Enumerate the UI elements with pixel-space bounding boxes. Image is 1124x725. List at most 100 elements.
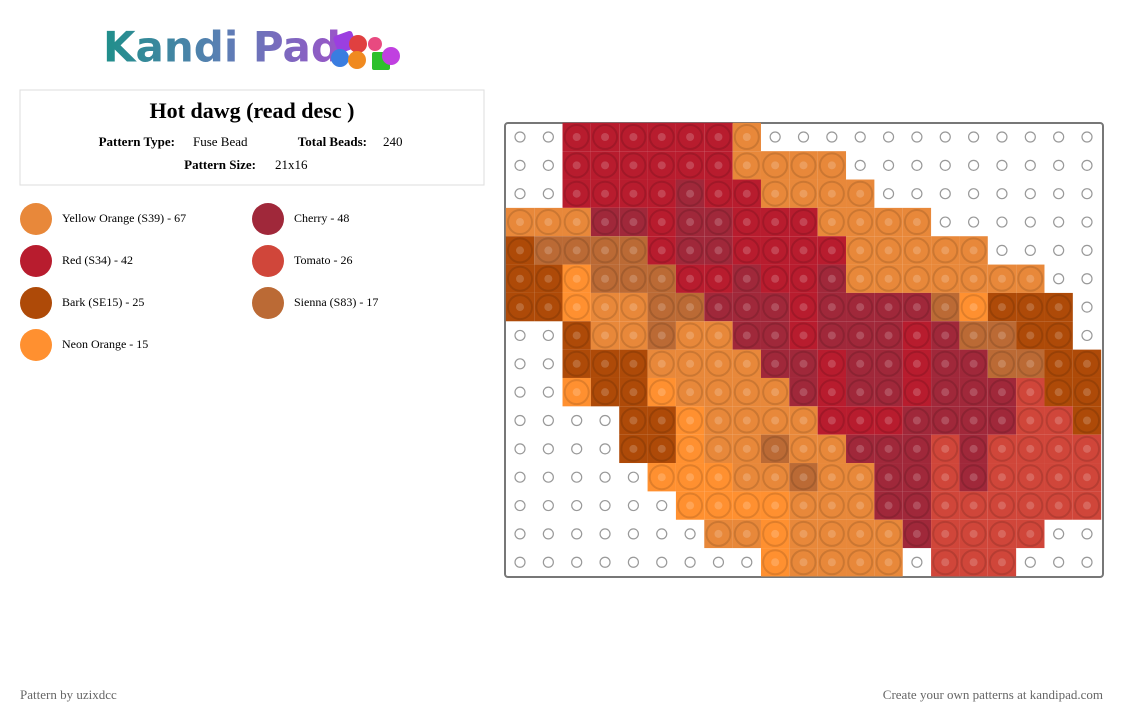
bead-ring: [932, 237, 959, 264]
bead-ring: [733, 237, 760, 264]
bead-ring: [648, 152, 675, 179]
bead-hole: [544, 246, 553, 255]
footer-link[interactable]: Create your own patterns at kandipad.com: [883, 687, 1103, 702]
bead-hole: [1026, 303, 1035, 312]
bead-hole: [827, 529, 836, 538]
bead-ring: [620, 407, 647, 434]
bead-hole: [884, 444, 893, 453]
bead-ring: [705, 265, 732, 292]
bead-ring: [507, 237, 533, 264]
empty-peg: [1024, 159, 1036, 171]
bead-hole: [657, 359, 666, 368]
bead-hole: [771, 444, 780, 453]
legend-swatch: [20, 329, 52, 361]
bead-hole: [856, 416, 865, 425]
bead-hole: [629, 189, 638, 198]
pattern-title: Hot dawg (read desc ): [150, 98, 355, 123]
bead-ring: [932, 379, 959, 406]
bead-hole: [1083, 444, 1091, 453]
empty-peg: [1053, 556, 1065, 568]
bead-ring: [1017, 435, 1044, 462]
bead-ring: [988, 464, 1015, 491]
empty-peg: [656, 556, 668, 568]
empty-peg: [514, 499, 526, 512]
bead-ring: [903, 407, 930, 434]
bead-ring: [733, 152, 760, 179]
bead-hole: [884, 558, 893, 567]
bead-ring: [1045, 435, 1072, 462]
logo[interactable]: Kandi Pad: [103, 23, 341, 72]
bead-ring: [790, 379, 817, 406]
bead-hole: [544, 303, 553, 312]
bead-hole: [856, 189, 865, 198]
bead-hole: [629, 444, 638, 453]
bead-ring: [903, 265, 930, 292]
bead-hole: [657, 444, 666, 453]
empty-peg: [1024, 188, 1036, 200]
empty-peg: [684, 556, 696, 568]
bead-ring: [932, 265, 959, 292]
bead-hole: [572, 161, 581, 170]
bead-ring: [563, 124, 590, 150]
bead-hole: [941, 359, 950, 368]
bead-ring: [847, 350, 874, 377]
bead-hole: [997, 416, 1006, 425]
empty-peg: [1081, 188, 1093, 200]
bead-hole: [856, 303, 865, 312]
bead-ring: [733, 209, 760, 236]
bead-hole: [827, 501, 836, 510]
bead-hole: [1083, 473, 1091, 482]
empty-peg: [1053, 159, 1065, 171]
bead-hole: [941, 444, 950, 453]
bead-hole: [1054, 359, 1063, 368]
bead-ring: [677, 180, 704, 207]
bead-hole: [884, 274, 893, 283]
bead-hole: [657, 388, 666, 397]
bead-ring: [818, 237, 845, 264]
bead-ring: [648, 435, 675, 462]
bead-hole: [997, 303, 1006, 312]
bead-ring: [1017, 294, 1044, 321]
bead-ring: [988, 379, 1015, 406]
bead-ring: [1074, 435, 1100, 462]
bead-ring: [818, 265, 845, 292]
bead-ring: [705, 322, 732, 349]
bead-ring: [677, 435, 704, 462]
bead-hole: [629, 246, 638, 255]
bead-hole: [714, 529, 723, 538]
bead-ring: [648, 180, 675, 207]
bead-ring: [1017, 265, 1044, 292]
bead-hole: [572, 218, 581, 227]
bead-ring: [960, 549, 987, 576]
bead-hole: [572, 189, 581, 198]
bead-ring: [1045, 492, 1072, 519]
bead-hole: [969, 246, 978, 255]
bead-hole: [1054, 303, 1063, 312]
bead-hole: [856, 444, 865, 453]
empty-peg: [1081, 216, 1093, 228]
bead-ring: [592, 265, 619, 292]
empty-peg: [1024, 244, 1036, 256]
bead-hole: [941, 388, 950, 397]
bead-ring: [932, 549, 959, 576]
bead-hole: [572, 303, 581, 312]
bead-ring: [903, 464, 930, 491]
bead-ring: [932, 407, 959, 434]
bead-ring: [705, 124, 732, 150]
bead-hole: [799, 473, 808, 482]
bead-ring: [620, 350, 647, 377]
bead-ring: [733, 520, 760, 547]
bead-ring: [648, 209, 675, 236]
bead-ring: [790, 464, 817, 491]
bead-hole: [856, 218, 865, 227]
bead-ring: [620, 124, 647, 150]
bead-ring: [620, 237, 647, 264]
bead-hole: [686, 444, 695, 453]
bead-ring: [847, 549, 874, 576]
bead-hole: [572, 388, 581, 397]
bead-hole: [856, 359, 865, 368]
bead-ring: [1045, 350, 1072, 377]
empty-peg: [599, 556, 611, 568]
bead-hole: [657, 303, 666, 312]
bead-hole: [629, 359, 638, 368]
